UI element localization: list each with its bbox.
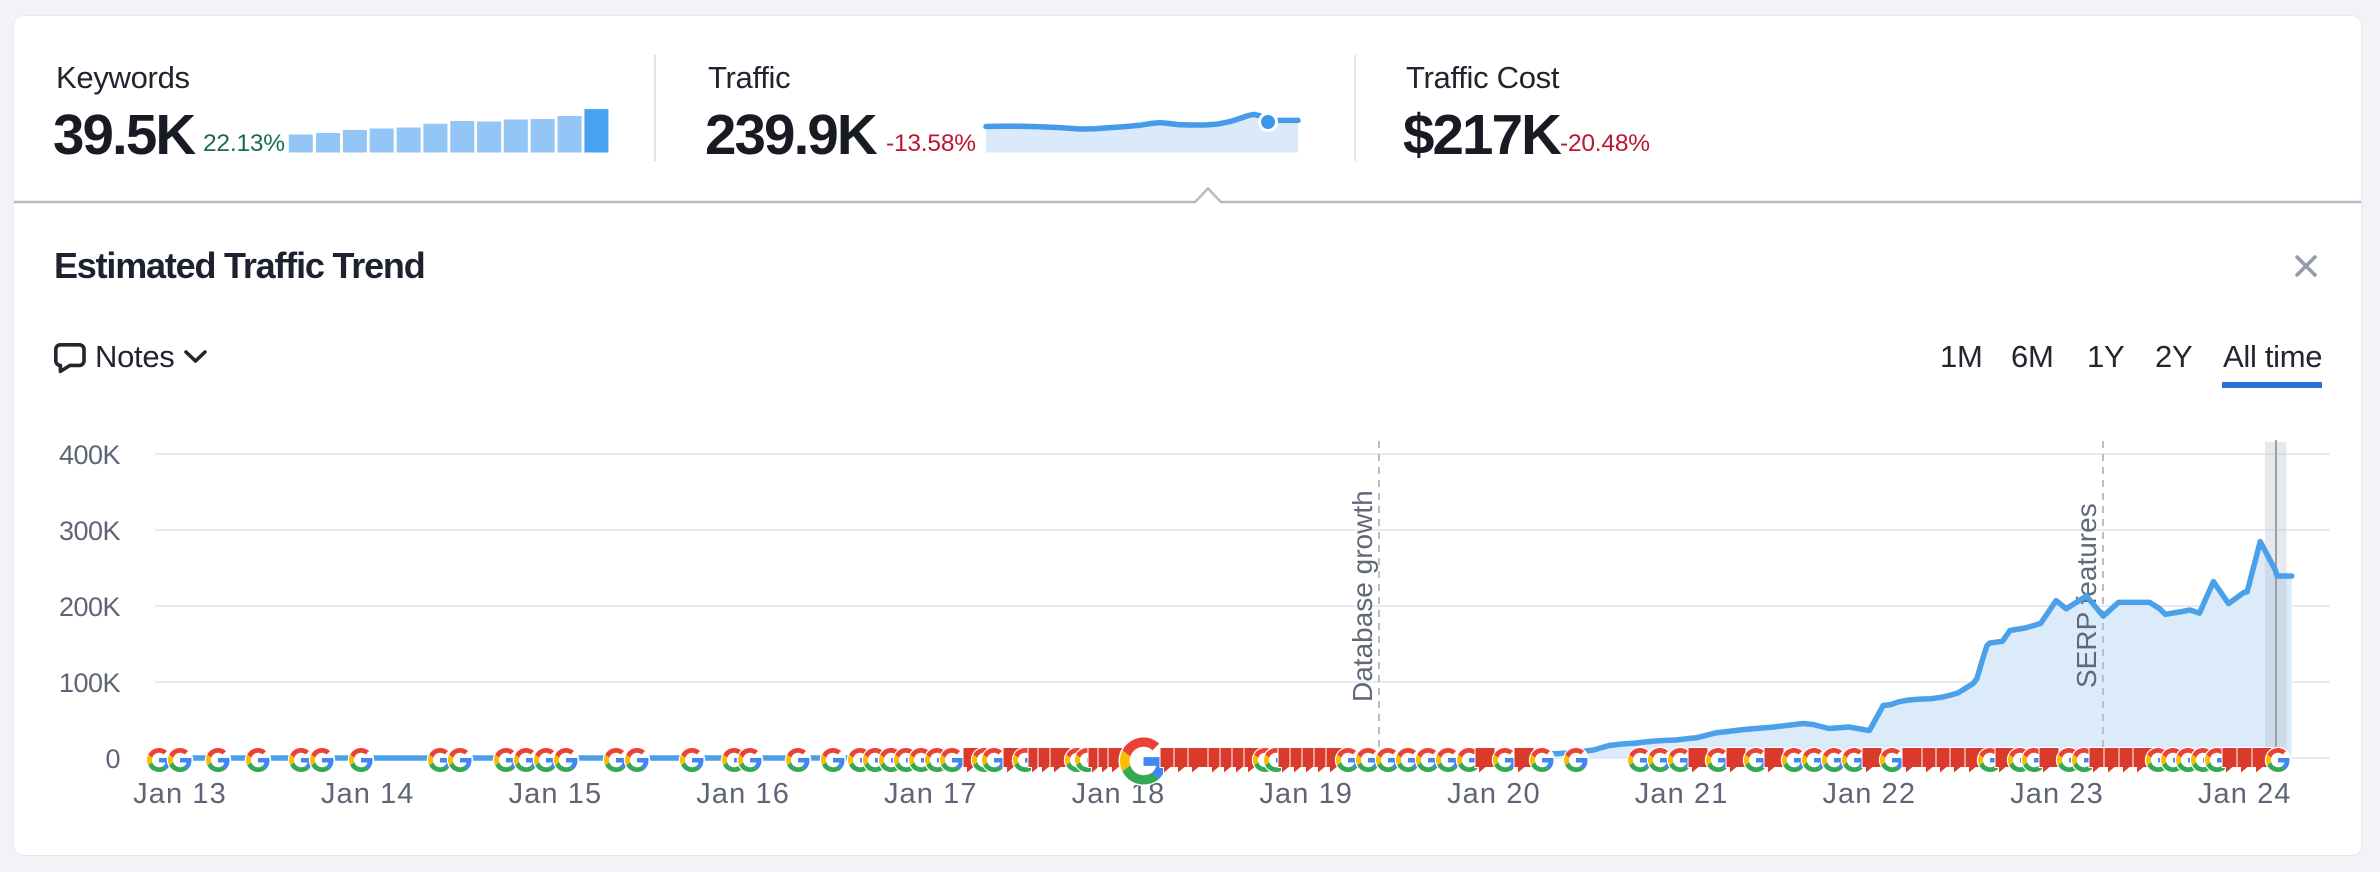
svg-text:Jan 22: Jan 22 xyxy=(1822,778,1916,810)
svg-text:39.5K: 39.5K xyxy=(53,103,196,166)
svg-text:Jan 15: Jan 15 xyxy=(509,778,603,810)
svg-text:$217K: $217K xyxy=(1403,103,1562,166)
svg-text:300K: 300K xyxy=(59,516,121,546)
svg-text:0: 0 xyxy=(105,744,120,774)
svg-text:Traffic Cost: Traffic Cost xyxy=(1406,60,1560,95)
svg-text:-20.48%: -20.48% xyxy=(1560,130,1650,157)
svg-text:6M: 6M xyxy=(2011,339,2053,374)
svg-text:Jan 21: Jan 21 xyxy=(1635,778,1729,810)
svg-text:Traffic: Traffic xyxy=(708,60,790,95)
svg-text:Jan 17: Jan 17 xyxy=(884,778,978,810)
svg-text:Jan 13: Jan 13 xyxy=(133,778,227,810)
svg-text:22.13%: 22.13% xyxy=(203,130,285,157)
svg-text:1Y: 1Y xyxy=(2087,339,2124,374)
svg-text:Keywords: Keywords xyxy=(56,60,190,95)
svg-text:All time: All time xyxy=(2223,339,2322,374)
svg-text:Jan 14: Jan 14 xyxy=(321,778,415,810)
svg-text:Jan 16: Jan 16 xyxy=(696,778,790,810)
svg-text:Notes: Notes xyxy=(95,339,174,374)
svg-text:2Y: 2Y xyxy=(2155,339,2192,374)
svg-text:Jan 19: Jan 19 xyxy=(1259,778,1353,810)
svg-text:239.9K: 239.9K xyxy=(705,103,878,166)
svg-text:100K: 100K xyxy=(59,668,121,698)
svg-text:Database growth: Database growth xyxy=(1347,490,1378,702)
svg-text:Jan 23: Jan 23 xyxy=(2010,778,2104,810)
svg-text:-13.58%: -13.58% xyxy=(886,130,976,157)
svg-text:Jan 20: Jan 20 xyxy=(1447,778,1541,810)
svg-text:1M: 1M xyxy=(1940,339,1982,374)
svg-text:200K: 200K xyxy=(59,592,121,622)
svg-text:Estimated Traffic Trend: Estimated Traffic Trend xyxy=(54,245,425,286)
svg-text:Jan 24: Jan 24 xyxy=(2198,778,2292,810)
svg-text:400K: 400K xyxy=(59,440,121,470)
